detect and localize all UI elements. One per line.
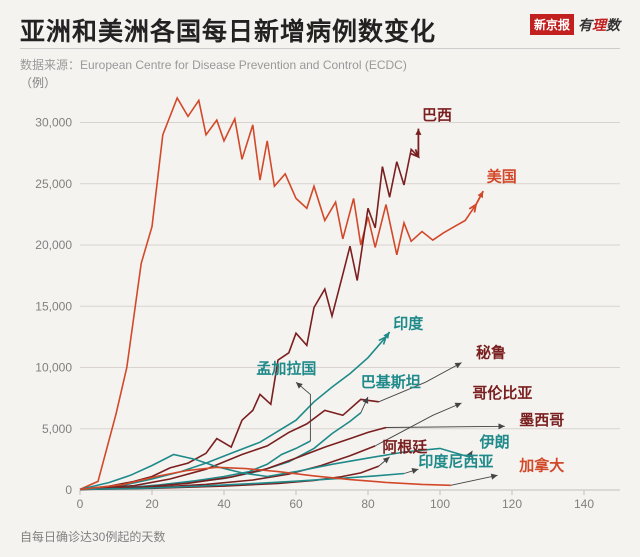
chart-svg: 0 5,000 10,000 15,000 20,000 25,000 30,000 0 20 4…	[20, 80, 628, 517]
logo-text: 有理数	[578, 15, 620, 35]
series-label-mexico: 墨西哥	[519, 412, 564, 429]
y-tick-label: 15,000	[35, 299, 72, 313]
arrowhead	[415, 129, 421, 135]
series-label-pakistan: 巴基斯坦	[361, 373, 421, 391]
line-chart: （例） 05,00010,00015,00020,00025,00030,000…	[20, 80, 628, 517]
leader-bangladesh	[296, 382, 310, 441]
y-tick-label: 20,000	[35, 238, 72, 252]
y-tick-label: 0	[65, 483, 72, 497]
series-label-usa: 美国	[487, 167, 517, 185]
x-tick-label: 60	[289, 497, 303, 511]
series-label-bangladesh: 孟加拉国	[256, 360, 316, 378]
series-label-brazil: 巴西	[422, 107, 452, 124]
y-tick-label: 25,000	[35, 177, 72, 191]
series-label-iran: 伊朗	[479, 433, 510, 451]
arrowhead	[491, 474, 498, 480]
y-tick-label: 5,000	[42, 422, 72, 436]
logo-badge: 新京报	[530, 14, 574, 35]
x-tick-label: 0	[77, 497, 84, 511]
x-axis-caption: 自每日确诊达30例起的天数	[20, 528, 165, 545]
x-tick-label: 80	[361, 497, 375, 511]
series-label-canada: 加拿大	[518, 456, 564, 474]
arrowhead	[411, 468, 418, 474]
x-tick-label: 100	[430, 497, 450, 511]
x-tick-label: 20	[145, 497, 159, 511]
series-brazil	[80, 149, 418, 489]
header-divider	[20, 48, 620, 49]
series-label-india: 印度	[393, 314, 424, 332]
page-title: 亚洲和美洲各国每日新增病例数变化	[20, 12, 436, 48]
publisher-logo: 新京报 有理数	[530, 14, 620, 35]
series-label-peru: 秘鲁	[476, 344, 506, 362]
leader-canada	[451, 475, 498, 485]
y-tick-label: 30,000	[35, 116, 72, 130]
x-tick-label: 140	[574, 497, 594, 511]
x-tick-label: 120	[502, 497, 522, 511]
series-label-indonesia: 印度尼西亚	[418, 453, 493, 471]
leader-mexico	[386, 426, 505, 427]
series-label-colombia: 哥伦比亚	[472, 384, 532, 402]
data-source: 数据来源：European Centre for Disease Prevent…	[20, 56, 407, 73]
x-tick-label: 40	[217, 497, 231, 511]
series-india	[80, 337, 386, 490]
y-tick-label: 10,000	[35, 361, 72, 375]
